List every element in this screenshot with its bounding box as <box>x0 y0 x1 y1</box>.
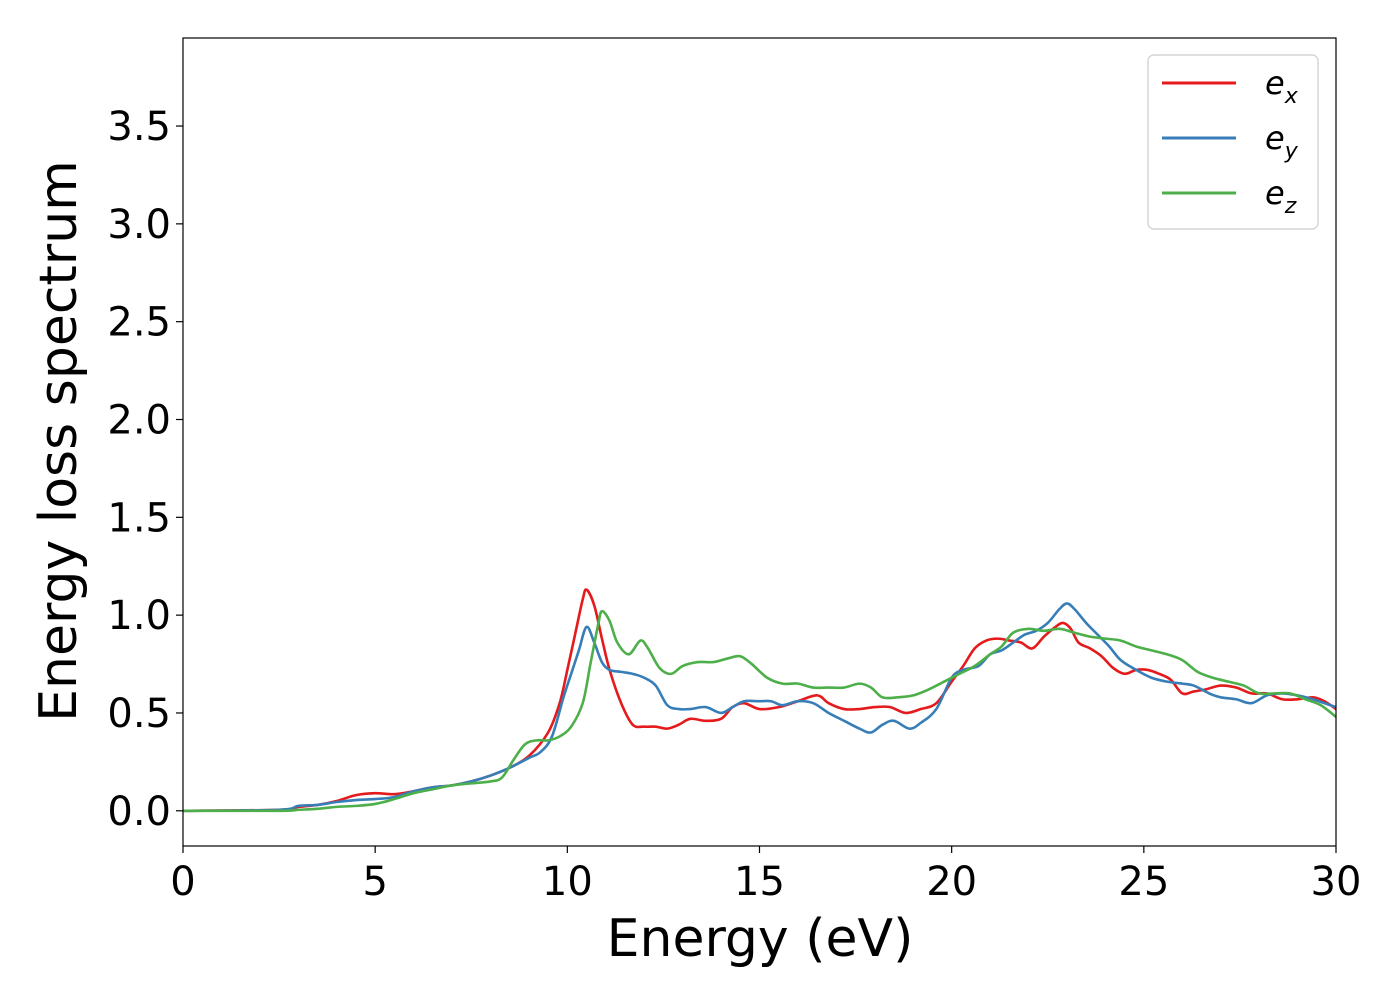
x-tick-label-30: 30 <box>1311 859 1362 905</box>
x-axis-ticks: 0 5 10 15 20 25 30 <box>170 846 1361 905</box>
y-tick-label-1.5: 1.5 <box>107 495 171 541</box>
legend-label-e-z: ez <box>1265 174 1297 219</box>
legend-label-e-x: ex <box>1265 64 1299 109</box>
x-tick-label-15: 15 <box>734 859 785 905</box>
y-tick-label-0.5: 0.5 <box>107 691 171 737</box>
y-tick-label-3.0: 3.0 <box>107 202 171 248</box>
y-tick-label-2.0: 2.0 <box>107 398 171 444</box>
x-tick-label-5: 5 <box>362 859 387 905</box>
x-tick-label-25: 25 <box>1118 859 1169 905</box>
y-tick-label-1.0: 1.0 <box>107 593 171 639</box>
x-tick-label-10: 10 <box>542 859 593 905</box>
legend-box <box>1147 54 1319 230</box>
series-line-e-y <box>183 602 1336 813</box>
x-tick-label-20: 20 <box>926 859 977 905</box>
y-tick-label-3.5: 3.5 <box>107 104 171 150</box>
y-axis-ticks: 0.0 0.5 1.0 1.5 2.0 2.5 3.0 3.5 <box>107 104 183 835</box>
y-tick-label-2.5: 2.5 <box>107 300 171 346</box>
legend-label-e-y: ey <box>1265 119 1299 164</box>
legend: ex ey ez <box>1147 54 1319 230</box>
x-tick-label-0: 0 <box>170 859 195 905</box>
series-line-e-z <box>183 609 1336 813</box>
x-axis-label: Energy (eV) <box>607 909 914 969</box>
series-layer <box>183 588 1336 813</box>
y-tick-label-0.0: 0.0 <box>107 789 171 835</box>
y-axis-label: Energy loss spectrum <box>29 160 89 722</box>
